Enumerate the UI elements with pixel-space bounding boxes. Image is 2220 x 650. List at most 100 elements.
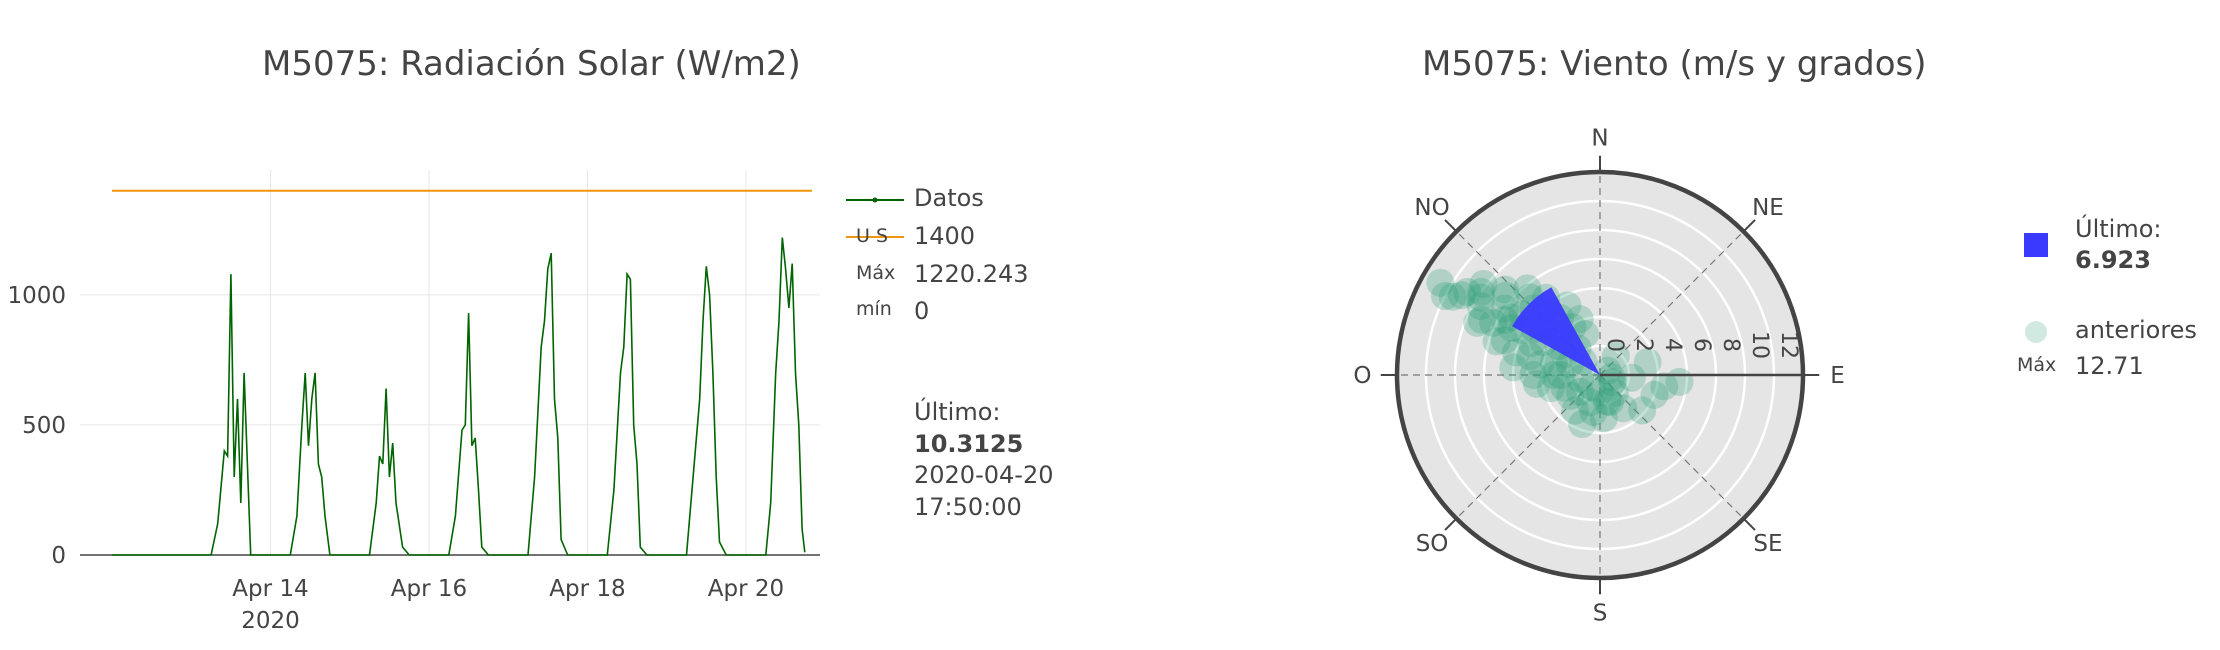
wind-direction-label: NO	[1414, 195, 1449, 221]
wind-direction-label: NE	[1752, 195, 1784, 221]
wind-previous-point	[1550, 373, 1579, 402]
legend-datos-label[interactable]: Datos	[914, 184, 984, 212]
wind-angular-tick	[1444, 517, 1458, 531]
wind-prev-swatch	[2025, 321, 2047, 343]
wind-direction-label: N	[1591, 125, 1608, 151]
wind-last-bar	[1512, 287, 1600, 375]
solar-last-label: Último:	[914, 398, 1001, 426]
wind-angular-tick	[1742, 517, 1756, 531]
wind-previous-point	[1463, 308, 1492, 337]
wind-previous-point	[1491, 275, 1520, 304]
wind-direction-labels: N NE E SE S SO O NO	[1353, 125, 1844, 626]
solar-x-year-label: 2020	[241, 608, 300, 634]
wind-last-label[interactable]: Último:	[2075, 215, 2162, 243]
wind-previous-point	[1479, 308, 1508, 337]
wind-previous-point	[1593, 356, 1622, 385]
wind-direction-label: SO	[1416, 531, 1449, 557]
wind-previous-point	[1466, 292, 1495, 321]
wind-previous-point	[1579, 398, 1608, 427]
solar-y-tick-label: 500	[22, 413, 66, 439]
wind-previous-point	[1593, 387, 1622, 416]
wind-previous-point	[1491, 281, 1520, 310]
legend-min-label: mín	[856, 298, 892, 320]
wind-direction-label: O	[1353, 363, 1371, 389]
wind-last-swatch	[2024, 233, 2048, 257]
solar-last-date: 2020-04-20	[914, 461, 1054, 489]
solar-x-tick-label: Apr 18	[549, 576, 625, 602]
wind-previous-point	[1469, 269, 1498, 298]
wind-prev-label[interactable]: anteriores	[2075, 316, 2197, 344]
wind-previous-point	[1546, 361, 1575, 389]
wind-max-label: Máx	[2017, 354, 2057, 376]
wind-previous-point	[1650, 372, 1679, 401]
legend-max-value: 1220.243	[914, 260, 1029, 288]
wind-angular-gridline	[1456, 231, 1601, 376]
wind-previous-point	[1490, 294, 1519, 323]
wind-previous-point	[1519, 361, 1548, 389]
wind-radial-tick-label: 6	[1689, 338, 1714, 352]
wind-angular-gridline	[1456, 374, 1601, 519]
wind-radial-tick-label: 2	[1631, 338, 1656, 352]
solar-grid	[80, 170, 820, 555]
wind-last-wedge	[1512, 287, 1600, 375]
wind-direction-label: E	[1830, 363, 1845, 389]
wind-previous-point	[1566, 377, 1595, 406]
wind-previous-point	[1568, 410, 1597, 439]
wind-previous-point	[1586, 378, 1614, 407]
wind-previous-point	[1426, 268, 1455, 297]
wind-previous-point	[1556, 381, 1585, 410]
solar-axes: 0 500 1000 Apr 14 2020 Apr 16 Apr 18 Apr 20	[7, 283, 820, 634]
wind-previous-point	[1595, 388, 1624, 417]
wind-previous-point	[1438, 282, 1467, 311]
wind-previous-point	[1589, 404, 1618, 433]
solar-x-tick-label: Apr 16	[391, 576, 467, 602]
wind-previous-point	[1561, 396, 1590, 425]
solar-series	[112, 189, 812, 556]
solar-datos-line	[112, 237, 806, 556]
wind-angular-gridline	[1599, 231, 1744, 376]
wind-chart-title: M5075: Viento (m/s y grados)	[1422, 44, 1927, 84]
wind-previous-point	[1609, 394, 1638, 423]
solar-last-time: 17:50:00	[914, 493, 1022, 521]
wind-radial-tick-label: 12	[1776, 331, 1801, 359]
wind-angular-tick	[1742, 219, 1756, 233]
solar-x-tick-label: Apr 20	[708, 576, 784, 602]
solar-last-value: 10.3125	[914, 430, 1024, 458]
solar-chart-title: M5075: Radiación Solar (W/m2)	[262, 44, 801, 84]
wind-previous-point	[1665, 367, 1694, 396]
wind-previous-point	[1447, 281, 1476, 310]
wind-previous-point	[1466, 283, 1495, 312]
wind-previous-point	[1490, 305, 1519, 334]
solar-y-tick-label: 0	[51, 543, 66, 569]
legend-us-value[interactable]: 1400	[914, 222, 976, 250]
datos-marker-swatch	[872, 197, 878, 203]
solar-x-tick-label: Apr 14	[232, 576, 308, 602]
wind-radial-tick-label: 4	[1660, 338, 1685, 352]
wind-previous-point	[1566, 364, 1595, 393]
solar-legend-swatches	[846, 197, 904, 238]
wind-previous-point	[1577, 372, 1606, 401]
wind-previous-point	[1526, 350, 1555, 379]
wind-previous-point	[1601, 342, 1630, 371]
wind-previous-point	[1515, 342, 1544, 371]
wind-previous-point	[1539, 361, 1568, 389]
legend-max-label: Máx	[856, 262, 896, 284]
wind-last-value: 6.923	[2075, 246, 2151, 274]
wind-angular-tick	[1444, 219, 1458, 233]
wind-previous-point	[1482, 327, 1511, 356]
solar-chart[interactable]: 0 500 1000 Apr 14 2020 Apr 16 Apr 18 Apr 20	[0, 0, 1100, 650]
wind-previous-point	[1617, 363, 1646, 392]
wind-previous-point	[1467, 277, 1496, 306]
wind-radial-tick-label: 8	[1718, 338, 1743, 352]
legend-min-value: 0	[914, 297, 930, 325]
wind-previous-point	[1467, 305, 1496, 334]
wind-previous-point	[1536, 374, 1565, 403]
wind-angular-gridline	[1599, 374, 1744, 519]
wind-previous-point	[1499, 353, 1528, 382]
wind-polar-chart[interactable]: 0 2 4 6 8 10 12 N NE E SE S SO O NO	[1300, 100, 1860, 640]
wind-previous-point	[1600, 378, 1629, 407]
wind-radial-tick-label: 10	[1747, 331, 1772, 359]
solar-y-tick-label: 1000	[7, 283, 66, 309]
wind-previous-point	[1633, 348, 1662, 377]
wind-previous-point	[1576, 388, 1605, 417]
